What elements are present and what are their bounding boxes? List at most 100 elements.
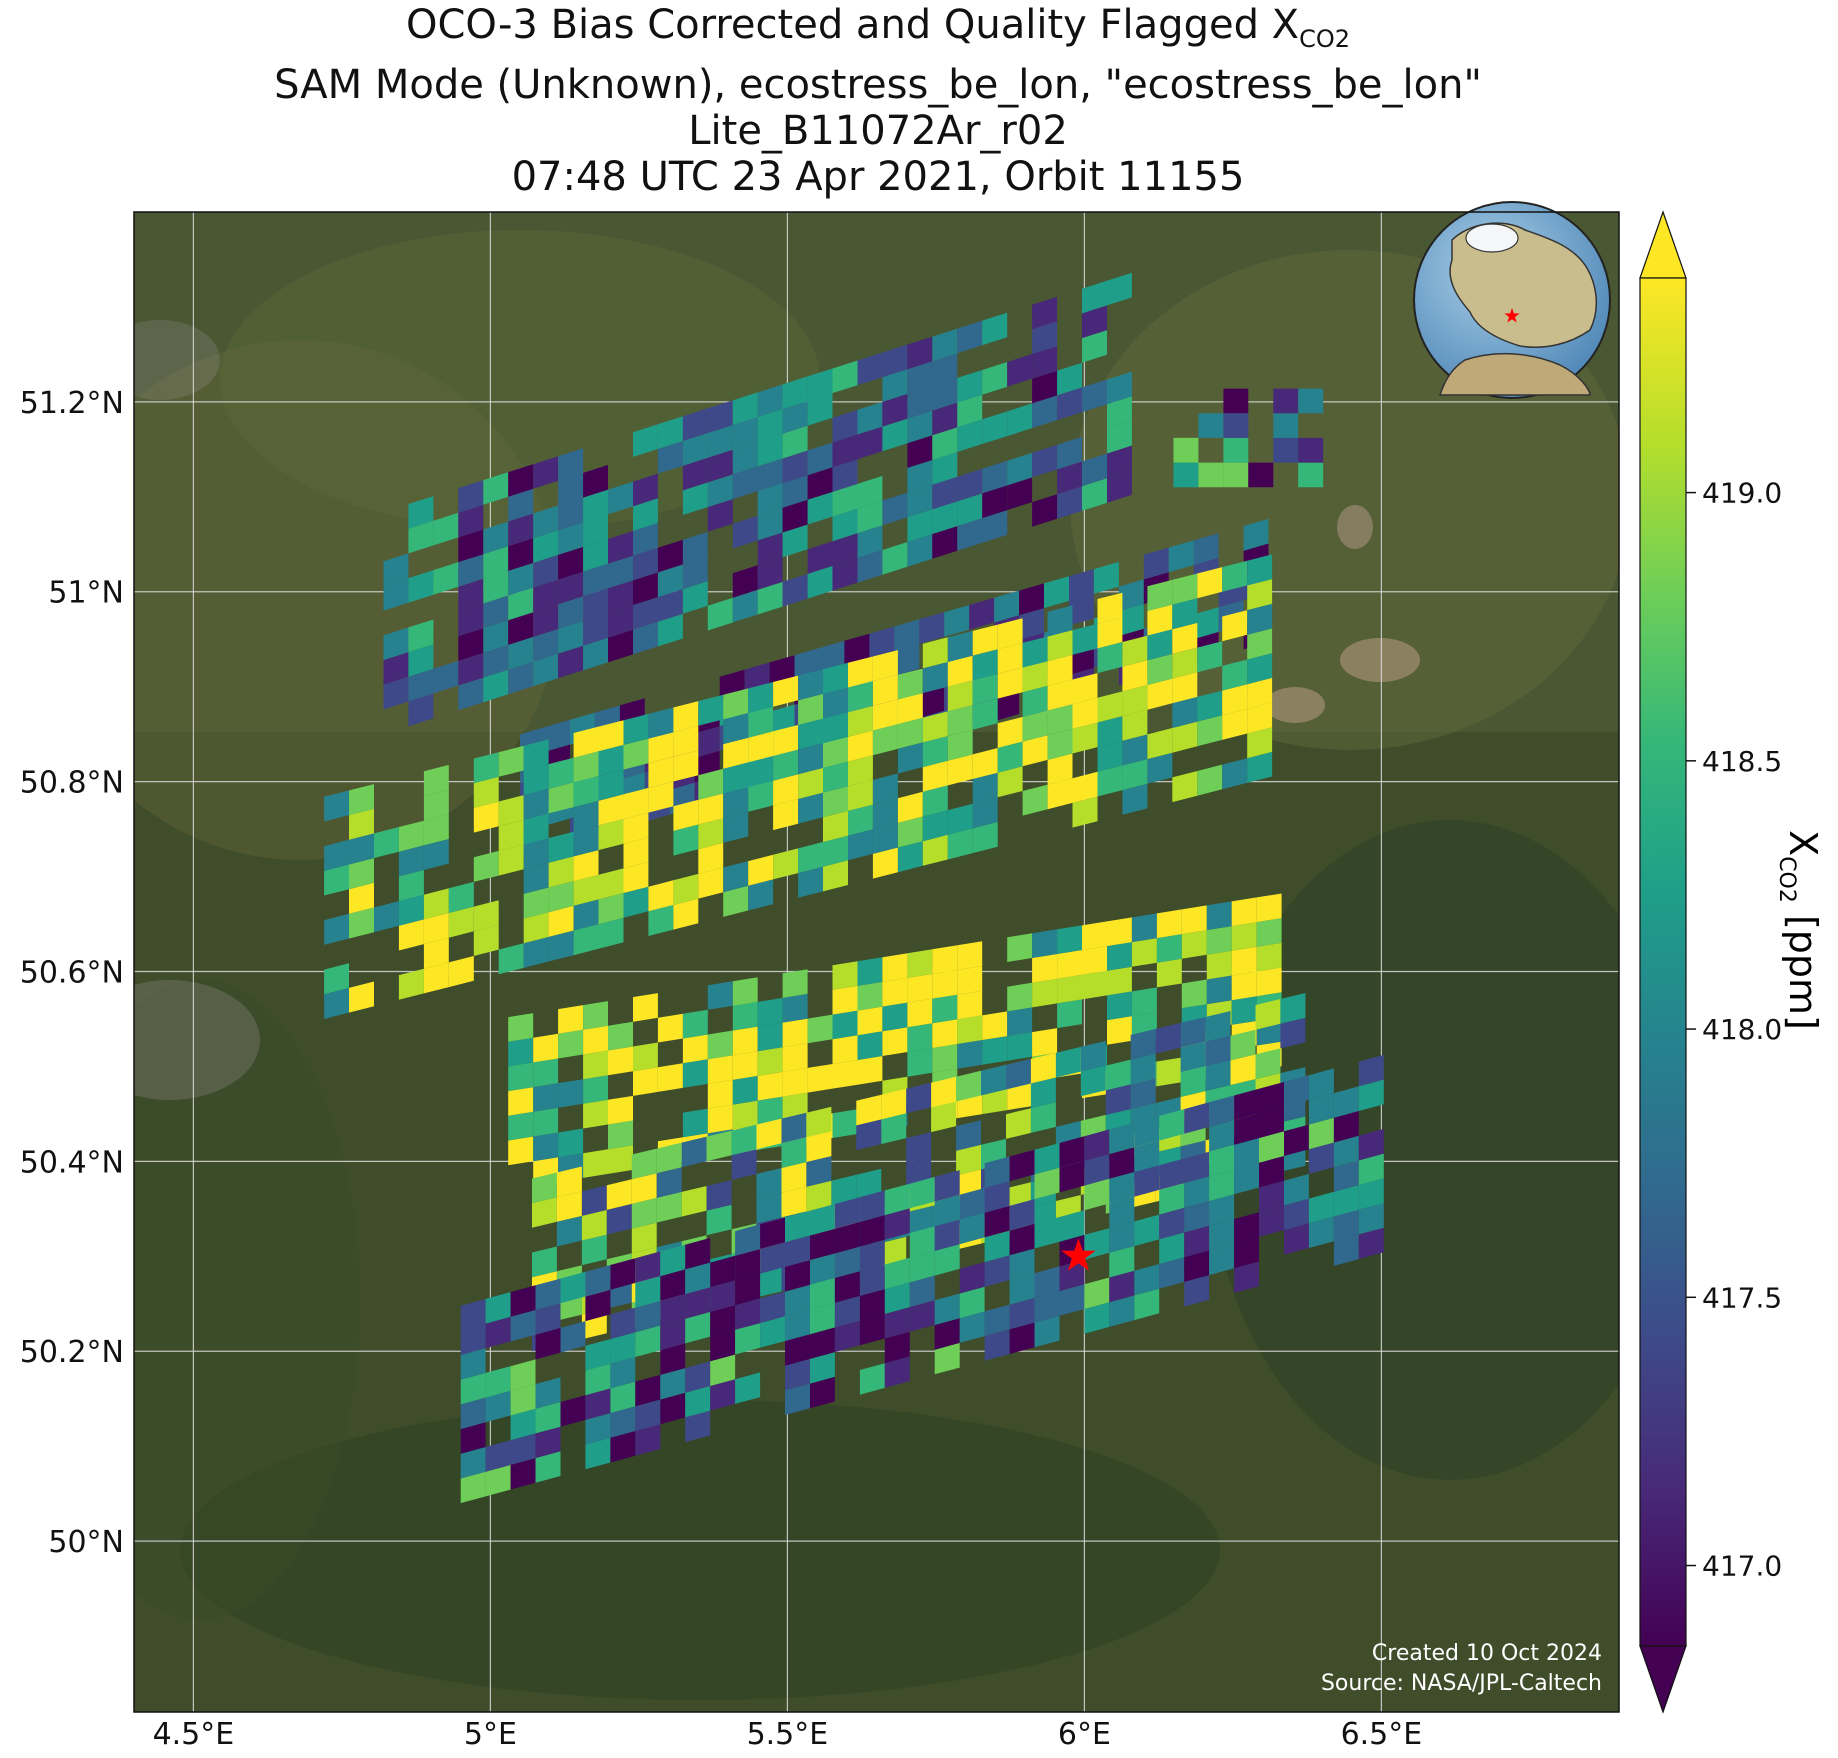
xco2-pixel xyxy=(932,353,958,386)
xco2-pixel xyxy=(1256,967,1282,997)
xco2-pixel xyxy=(460,1397,486,1430)
xco2-pixel xyxy=(685,1262,711,1294)
xco2-pixel xyxy=(732,589,758,623)
xco2-pixel xyxy=(585,1388,611,1420)
xco2-pixel xyxy=(1230,1054,1256,1085)
xco2-pixel xyxy=(834,1295,860,1328)
xco2-pixel xyxy=(1173,462,1199,488)
xco2-pixel xyxy=(832,985,858,1015)
xco2-pixel xyxy=(984,1181,1010,1213)
xco2-pixel xyxy=(523,764,549,796)
xco2-pixel xyxy=(857,426,883,460)
xco2-pixel xyxy=(1122,660,1148,692)
xco2-pixel xyxy=(732,392,758,425)
xco2-pixel xyxy=(1231,922,1257,951)
xco2-pixel xyxy=(748,780,774,812)
xco2-pixel xyxy=(982,362,1008,395)
xco2-pixel xyxy=(682,482,708,515)
xco2-pixel xyxy=(782,450,808,484)
xco2-pixel xyxy=(1284,1075,1309,1107)
xco2-pixel xyxy=(1109,1196,1135,1229)
xco2-pixel xyxy=(648,707,674,739)
xco2-pixel xyxy=(1273,388,1299,414)
xco2-pixel xyxy=(532,1172,557,1204)
xco2-pixel xyxy=(807,393,833,426)
xco2-pixel xyxy=(1358,1227,1384,1260)
xco2-pixel xyxy=(657,613,683,647)
xco2-pixel xyxy=(508,1136,534,1166)
xco2-pixel xyxy=(947,680,973,712)
xco2-pixel xyxy=(1134,1115,1160,1148)
xco2-pixel xyxy=(398,919,424,951)
xco2-pixel xyxy=(1209,1095,1235,1127)
xco2-pixel xyxy=(1147,579,1173,611)
xco2-pixel xyxy=(1256,942,1282,972)
xco2-pixel xyxy=(635,1300,661,1333)
xco2-pixel xyxy=(798,767,823,799)
xco2-pixel xyxy=(1209,1219,1235,1251)
xco2-pixel xyxy=(673,750,699,782)
xco2-pixel xyxy=(1097,765,1123,797)
xco2-pixel xyxy=(1109,1246,1135,1278)
xco2-pixel xyxy=(807,541,833,574)
xco2-pixel xyxy=(947,803,973,835)
xco2-pixel xyxy=(859,1264,885,1296)
xco2-pixel xyxy=(1059,1210,1085,1242)
xco2-pixel xyxy=(707,425,733,458)
xco2-pixel xyxy=(608,580,633,613)
xco2-pixel xyxy=(1022,710,1048,742)
xco2-pixel xyxy=(1107,420,1132,454)
xco2-pixel xyxy=(756,1168,782,1199)
xco2-pixel xyxy=(1047,654,1073,686)
xco2-pixel xyxy=(1032,444,1058,478)
xco2-pixel xyxy=(458,480,484,513)
xco2-pixel xyxy=(560,1321,586,1353)
xco2-pixel xyxy=(698,818,724,850)
xco2-pixel xyxy=(857,475,883,509)
xco2-pixel xyxy=(1009,1223,1035,1256)
xco2-pixel xyxy=(1172,721,1198,753)
xco2-pixel xyxy=(583,1050,608,1080)
xco2-pixel xyxy=(1097,592,1123,624)
xco2-pixel xyxy=(707,449,733,483)
xco2-pixel xyxy=(573,726,599,758)
xco2-pixel xyxy=(823,810,848,842)
xco2-pixel xyxy=(1247,628,1273,660)
xco2-pixel xyxy=(732,1075,758,1105)
xco2-pixel xyxy=(383,652,409,685)
xco2-pixel xyxy=(682,1034,708,1064)
xco2-pixel xyxy=(1122,685,1148,717)
xco2-pixel xyxy=(510,1285,536,1317)
xco2-pixel xyxy=(748,879,774,911)
xco2-pixel xyxy=(1234,1261,1259,1293)
xco2-pixel xyxy=(558,1079,584,1108)
xco2-pixel xyxy=(932,476,958,510)
xco2-pixel xyxy=(984,1304,1010,1337)
xco2-pixel xyxy=(1172,598,1198,630)
xco2-pixel xyxy=(932,402,958,436)
xco2-pixel xyxy=(957,320,983,354)
xco2-pixel xyxy=(633,523,658,556)
xco2-pixel xyxy=(1247,653,1273,685)
xco2-pixel xyxy=(1184,1225,1210,1258)
xco2-pixel xyxy=(947,754,973,786)
xco2-pixel xyxy=(782,1043,808,1072)
xco2-pixel xyxy=(1082,330,1107,363)
xco2-pixel xyxy=(533,1058,559,1088)
lon-tick-label: 5°E xyxy=(464,1717,517,1752)
xco2-pixel xyxy=(631,1173,657,1204)
colorbar-tick-label: 418.0 xyxy=(1702,1013,1782,1046)
xco2-pixel xyxy=(1069,593,1094,626)
xco2-pixel xyxy=(1156,909,1182,939)
xco2-pixel xyxy=(844,633,870,666)
xco2-pixel xyxy=(907,410,933,444)
xco2-pixel xyxy=(1222,758,1248,790)
xco2-pixel xyxy=(872,650,898,682)
xco2-pixel xyxy=(756,1266,782,1298)
xco2-pixel xyxy=(810,1376,835,1409)
xco2-pixel xyxy=(523,788,549,820)
xco2-pixel xyxy=(907,509,933,542)
xco2-pixel xyxy=(907,336,933,370)
xco2-pixel xyxy=(548,881,574,913)
xco2-pixel xyxy=(881,1236,907,1268)
